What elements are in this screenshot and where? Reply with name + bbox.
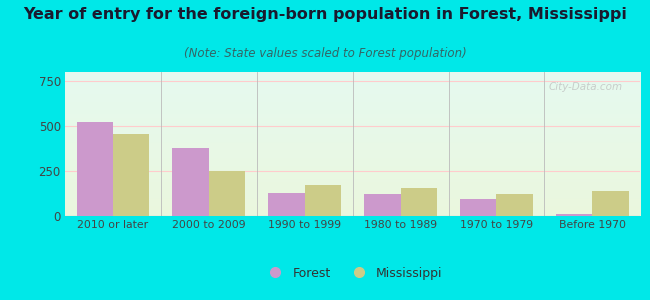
- Bar: [460, 199, 497, 216]
- Text: City-Data.com: City-Data.com: [549, 82, 623, 92]
- Bar: [77, 122, 113, 216]
- Bar: [172, 148, 209, 216]
- Bar: [556, 214, 592, 216]
- Bar: [268, 193, 305, 216]
- Bar: [209, 171, 245, 216]
- Bar: [113, 134, 150, 216]
- Bar: [364, 194, 400, 216]
- Bar: [592, 191, 629, 216]
- Bar: [305, 185, 341, 216]
- Bar: [497, 194, 533, 216]
- Text: (Note: State values scaled to Forest population): (Note: State values scaled to Forest pop…: [183, 46, 467, 59]
- Text: Year of entry for the foreign-born population in Forest, Mississippi: Year of entry for the foreign-born popul…: [23, 8, 627, 22]
- Legend: Forest, Mississippi: Forest, Mississippi: [258, 262, 447, 285]
- Bar: [400, 188, 437, 216]
